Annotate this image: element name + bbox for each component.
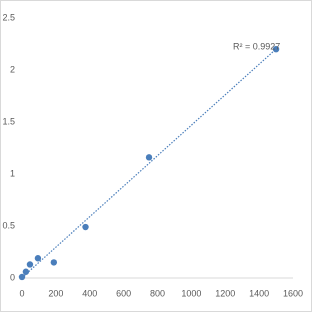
x-tick-label: 200 [48, 288, 63, 298]
chart: 0 0.5 1 1.5 2 2.5 0 200 400 600 800 1000 1200 1400 160… [0, 0, 312, 312]
y-tick-label: 0.5 [2, 220, 15, 230]
y-tick-label: 2.5 [2, 12, 15, 22]
point [34, 255, 42, 262]
x-tick-label: 400 [82, 288, 97, 298]
y-tick-label: 1 [10, 168, 15, 178]
x-tick-label: 800 [150, 288, 165, 298]
point [26, 261, 34, 268]
point [22, 268, 30, 275]
x-tick-label: 1400 [249, 288, 269, 298]
annotation: R² = 0.9927 [233, 41, 280, 51]
point [82, 223, 89, 231]
x-tick-label: 1200 [215, 288, 235, 298]
x-tick-label: 1000 [181, 288, 201, 298]
point [272, 46, 280, 53]
point [18, 273, 26, 281]
x-tick-label: 600 [116, 288, 131, 298]
y-tick-label: 2 [10, 64, 15, 74]
y-tick-label: 0 [10, 272, 15, 282]
x-tick-label: 0 [19, 288, 24, 298]
point [145, 154, 153, 161]
point [50, 259, 58, 266]
y-tick-label: 1.5 [2, 116, 15, 126]
x-tick-label: 1600 [283, 288, 303, 298]
